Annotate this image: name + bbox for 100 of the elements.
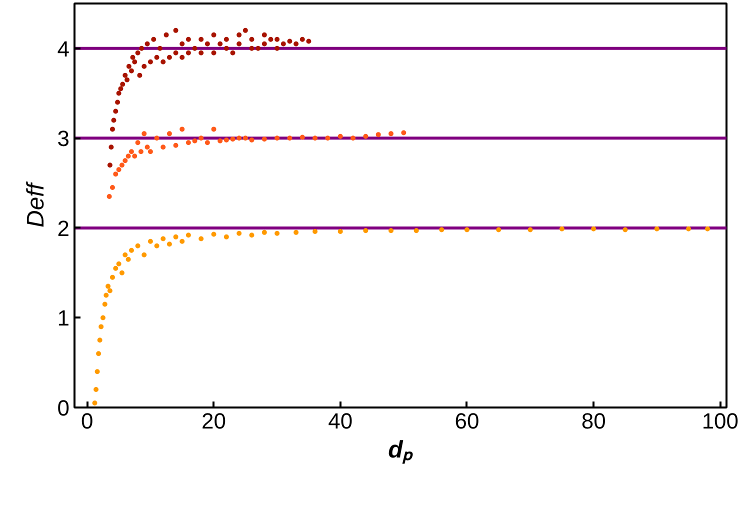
point <box>144 41 150 46</box>
y-tick-label: 3 <box>57 126 70 152</box>
point <box>116 90 122 96</box>
point <box>122 72 128 78</box>
point <box>192 46 198 51</box>
point <box>166 54 172 60</box>
x-tick-label: 0 <box>81 408 94 434</box>
point <box>559 226 564 232</box>
point <box>119 270 124 276</box>
point <box>110 185 115 190</box>
point <box>106 194 112 200</box>
point <box>160 144 166 150</box>
point <box>157 46 162 51</box>
point <box>148 149 153 154</box>
point <box>236 32 242 38</box>
point <box>363 134 368 139</box>
point <box>686 226 692 232</box>
point <box>186 232 191 238</box>
point <box>204 41 210 46</box>
y-tick-label: 2 <box>57 216 70 241</box>
point <box>180 126 185 132</box>
point <box>148 59 153 64</box>
point <box>173 50 178 56</box>
point <box>401 130 406 136</box>
point <box>274 36 280 42</box>
point <box>119 162 124 168</box>
point <box>160 236 166 242</box>
point <box>192 138 198 144</box>
point <box>294 230 299 235</box>
point <box>224 46 229 51</box>
point <box>388 228 394 234</box>
point <box>242 136 248 141</box>
point <box>211 126 216 132</box>
point <box>218 41 223 46</box>
point <box>705 226 710 232</box>
point <box>224 137 229 142</box>
x-tick-label: 20 <box>202 408 226 434</box>
point <box>107 162 112 168</box>
point <box>96 351 102 356</box>
point <box>113 266 118 271</box>
point <box>118 86 124 92</box>
point <box>186 36 191 42</box>
point <box>108 144 114 150</box>
point <box>126 154 131 159</box>
point <box>132 154 138 159</box>
point <box>142 131 147 136</box>
x-tick-label: 40 <box>328 408 353 434</box>
point <box>186 140 191 146</box>
point <box>160 59 166 64</box>
point <box>97 338 102 343</box>
point <box>142 252 147 258</box>
point <box>211 50 216 56</box>
y-tick-label: 1 <box>57 306 70 331</box>
point <box>111 118 116 123</box>
point <box>151 36 156 42</box>
point <box>236 230 242 236</box>
point <box>148 238 153 244</box>
point <box>224 234 229 240</box>
point <box>496 227 502 232</box>
point <box>376 132 381 138</box>
point <box>287 136 292 141</box>
point <box>102 302 108 307</box>
point <box>262 230 267 235</box>
point <box>262 32 267 38</box>
point <box>94 387 99 392</box>
y-tick-label: 4 <box>57 36 70 62</box>
point <box>180 41 185 46</box>
point <box>268 36 274 42</box>
point <box>338 134 343 139</box>
point <box>180 238 185 244</box>
point <box>138 149 144 154</box>
x-tick-label: 80 <box>581 408 606 434</box>
point <box>180 54 185 60</box>
point <box>211 32 216 38</box>
point <box>142 64 147 69</box>
point <box>211 232 216 237</box>
point <box>198 36 204 42</box>
point <box>363 228 368 234</box>
point <box>126 256 131 262</box>
point <box>113 108 118 114</box>
point <box>218 138 223 144</box>
point <box>135 50 140 56</box>
point <box>166 131 172 136</box>
point <box>132 59 138 64</box>
point <box>173 28 178 33</box>
point <box>300 134 305 140</box>
point <box>116 167 122 172</box>
point <box>256 46 261 51</box>
x-tick-label: 100 <box>702 408 739 434</box>
point <box>154 243 160 248</box>
point <box>139 46 144 51</box>
point <box>528 227 533 232</box>
point <box>166 242 172 247</box>
point <box>122 252 128 258</box>
point <box>94 369 100 374</box>
point <box>135 243 140 248</box>
point <box>120 82 126 87</box>
point <box>128 248 134 253</box>
point <box>198 136 204 141</box>
point <box>306 38 312 44</box>
